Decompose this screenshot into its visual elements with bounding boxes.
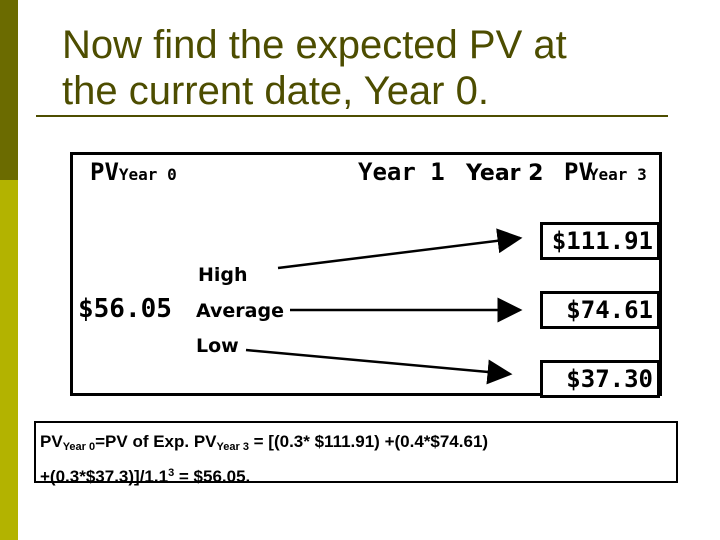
header-year2: Year 2 bbox=[466, 161, 544, 186]
formula-part1: =PV of Exp. PV bbox=[95, 432, 217, 451]
header-pv-year3: PVYear 3 bbox=[564, 158, 647, 186]
value-box-average: $74.61 bbox=[540, 291, 660, 329]
title-line-1: Now find the expected PV at bbox=[62, 23, 567, 67]
value-low: $37.30 bbox=[566, 365, 653, 393]
scenario-low-label: Low bbox=[196, 335, 239, 357]
formula-pv: PV bbox=[40, 432, 63, 451]
formula-sub-year3: Year 3 bbox=[216, 441, 249, 453]
formula-line-2: +(0.3*$37.3)]/1.13 = $56.05. bbox=[40, 460, 676, 490]
present-value: $56.05 bbox=[78, 294, 172, 324]
header-pv3-label: PV bbox=[564, 158, 593, 186]
formula-line2-start: +(0.3*$37.3)]/1.1 bbox=[40, 467, 169, 486]
header-pv3-sub: Year 3 bbox=[588, 165, 647, 184]
formula-box: PVYear 0=PV of Exp. PVYear 3 = [(0.3* $1… bbox=[34, 421, 678, 486]
sidebar-band-dark bbox=[0, 0, 18, 180]
value-box-low: $37.30 bbox=[540, 360, 660, 398]
value-average: $74.61 bbox=[566, 296, 653, 324]
formula-exponent: 3 bbox=[168, 467, 175, 479]
formula-line-1: PVYear 0=PV of Exp. PVYear 3 = [(0.3* $1… bbox=[40, 429, 676, 460]
slide-title: Now find the expected PV at the current … bbox=[62, 22, 682, 114]
sidebar-band-light bbox=[0, 180, 18, 540]
header-pv-year0: PVYear 0 bbox=[90, 158, 177, 186]
scenario-high-label: High bbox=[198, 264, 248, 286]
formula-sub-year0: Year 0 bbox=[62, 441, 96, 453]
formula-line2-end: = $56.05. bbox=[174, 467, 251, 486]
title-underline bbox=[36, 115, 668, 117]
value-box-high: $111.91 bbox=[540, 222, 660, 260]
value-high: $111.91 bbox=[551, 227, 653, 255]
scenario-average-label: Average bbox=[196, 300, 284, 322]
formula-part2: = [(0.3* $111.91) +(0.4*$74.61) bbox=[248, 432, 489, 451]
title-line-2: the current date, Year 0. bbox=[62, 69, 489, 113]
scenario-diagram-frame bbox=[70, 152, 662, 396]
header-pv-sub: Year 0 bbox=[118, 165, 177, 184]
header-pv-label: PV bbox=[90, 158, 119, 186]
header-year1: Year 1 bbox=[358, 158, 445, 186]
